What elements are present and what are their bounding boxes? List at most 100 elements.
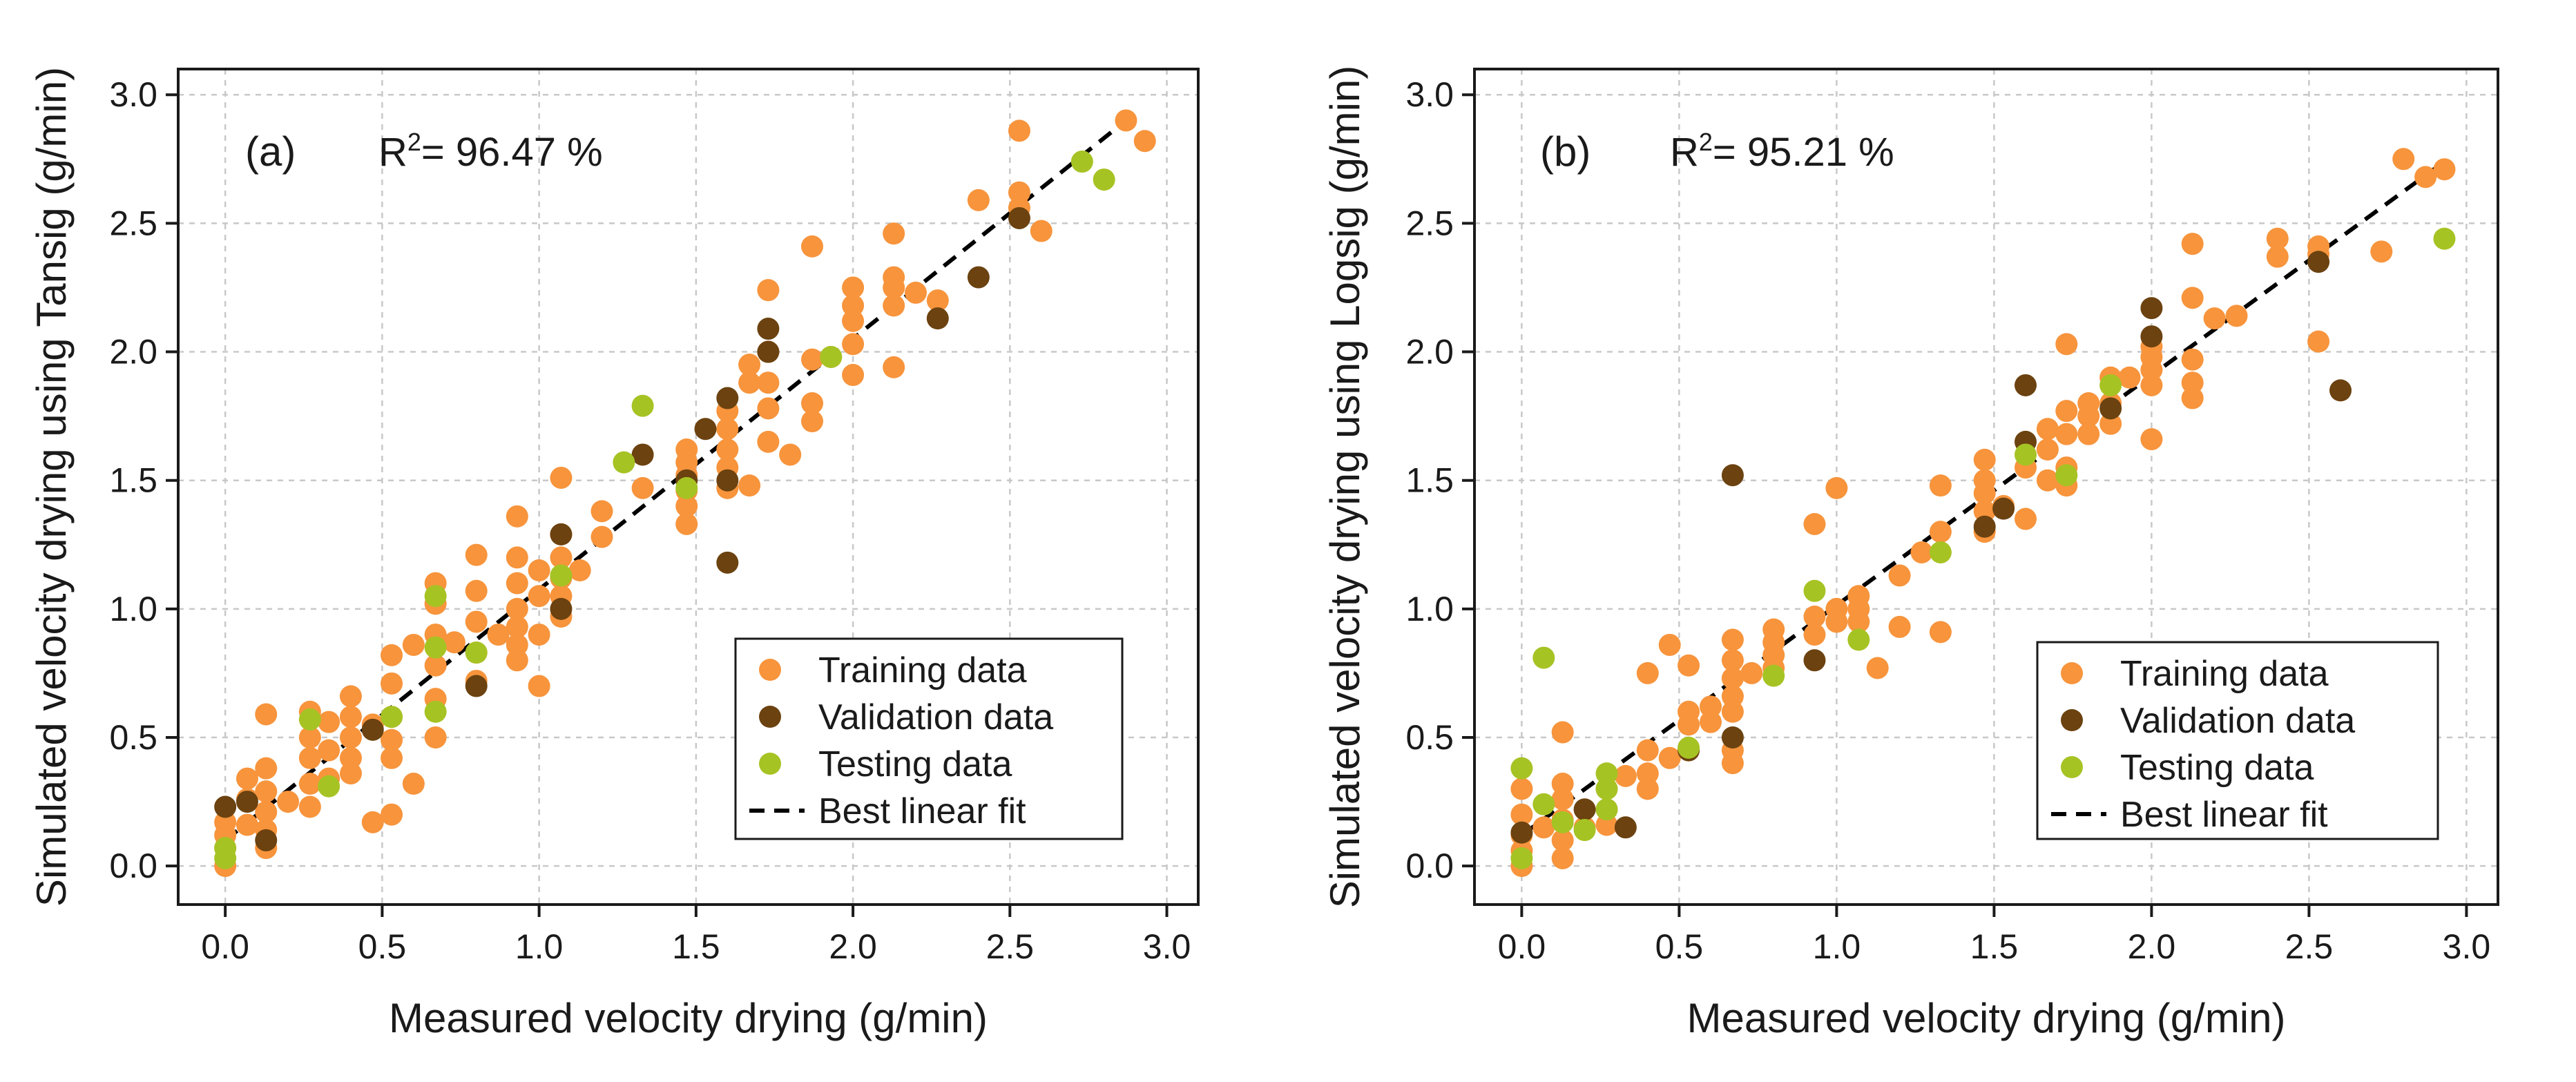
training-point <box>2140 428 2163 451</box>
x-tick-label: 0.0 <box>1498 927 1546 966</box>
y-tick-label: 1.0 <box>1405 590 1454 628</box>
x-axis-title-a: Measured velocity drying (g/min) <box>389 995 988 1041</box>
training-point <box>381 803 403 826</box>
testing-point <box>2099 374 2122 396</box>
training-point <box>1929 621 1952 644</box>
validation-point <box>2140 325 2163 348</box>
training-point <box>2266 245 2289 268</box>
y-tick-label: 0.5 <box>1405 718 1454 757</box>
training-point <box>506 597 528 620</box>
training-point <box>506 633 528 656</box>
training-point <box>1551 721 1574 744</box>
training-point <box>255 800 278 823</box>
testing-point <box>1510 847 1533 869</box>
x-tick-label: 2.0 <box>2128 927 2176 966</box>
x-tick-label: 1.5 <box>672 927 720 966</box>
validation-point <box>2140 297 2163 320</box>
training-point <box>214 811 237 833</box>
training-point <box>318 711 340 733</box>
testing-point <box>424 636 447 659</box>
testing-point <box>1678 736 1700 759</box>
training-point <box>1740 661 1763 684</box>
testing-point <box>2055 464 2078 487</box>
training-point <box>1700 711 1722 733</box>
validation-point <box>1973 515 1996 538</box>
chart-panel-a: 0.0 0.5 1.0 1.5 2.0 2.5 3.0 0.0 0.5 1.0 1.5 2.0 2.5… <box>28 67 1200 1041</box>
testing-point <box>820 345 843 368</box>
r2-superscript-b: 2 <box>1699 128 1713 156</box>
training-point <box>361 811 384 833</box>
legend-label-testing-b: Testing data <box>2120 748 2314 788</box>
training-point <box>1008 181 1030 204</box>
training-point <box>1551 829 1574 851</box>
x-tick-label: 1.0 <box>1813 927 1861 966</box>
training-point <box>1532 816 1555 839</box>
legend-box-a <box>734 637 1124 840</box>
training-point <box>339 726 362 748</box>
training-point <box>801 410 824 433</box>
training-point <box>1614 764 1637 787</box>
chart-panel-b: 0.0 0.5 1.0 1.5 2.0 2.5 3.0 0.0 0.5 1.0 1.5 2.0 2.5… <box>1322 66 2499 1041</box>
training-point <box>716 438 739 461</box>
x-tick-labels-a: 0.0 0.5 1.0 1.5 2.0 2.5 3.0 <box>201 927 1191 966</box>
training-point <box>1678 654 1700 677</box>
validation-point <box>1510 821 1533 844</box>
testing-point <box>1847 628 1870 651</box>
training-point <box>2181 371 2204 394</box>
legend-label-fit-a: Best linear fit <box>818 791 1026 831</box>
y-tick-label: 1.5 <box>109 461 157 500</box>
training-point <box>506 649 528 672</box>
r2-annotation-a: R2= 96.47 % <box>378 128 603 175</box>
training-point <box>1595 813 1618 836</box>
training-point <box>2036 469 2059 492</box>
y-tick-label: 3.0 <box>1405 75 1454 114</box>
training-point <box>2181 287 2204 309</box>
validation-point <box>631 443 654 466</box>
legend-marker-validation-b <box>2061 709 2083 731</box>
legend-b: Training data Validation data Testing da… <box>2036 641 2439 840</box>
training-point <box>590 525 613 548</box>
training-point <box>801 348 824 371</box>
training-point <box>506 615 528 638</box>
x-tick-label: 0.5 <box>1655 927 1704 966</box>
training-point <box>1973 469 1996 492</box>
y-tick-labels-b: 0.0 0.5 1.0 1.5 2.0 2.5 3.0 <box>1405 75 1454 885</box>
training-point <box>842 333 865 356</box>
testing-point <box>1762 664 1785 687</box>
ticks-b <box>1462 93 2468 917</box>
training-point <box>2370 240 2393 263</box>
training-point <box>2118 366 2141 389</box>
training-point <box>1030 220 1052 242</box>
training-point <box>339 685 362 708</box>
y-tick-labels-a: 0.0 0.5 1.0 1.5 2.0 2.5 3.0 <box>109 75 157 885</box>
training-point <box>675 494 698 517</box>
training-point <box>298 726 321 748</box>
training-point <box>2077 392 2100 414</box>
training-point <box>339 706 362 728</box>
legend-marker-validation-a <box>759 706 781 728</box>
legend-marker-training-a <box>759 659 781 681</box>
validation-point <box>1721 464 1744 487</box>
training-point <box>738 354 761 376</box>
training-point <box>1008 119 1030 142</box>
training-point <box>2203 307 2226 330</box>
training-point <box>842 364 865 387</box>
testing-point <box>550 564 573 587</box>
validation-point <box>2099 397 2122 420</box>
validation-point <box>214 795 237 818</box>
training-point <box>1803 512 1826 535</box>
training-point <box>443 631 465 654</box>
training-point <box>1803 606 1826 628</box>
r2-value-b: = 95.21 % <box>1713 130 1894 175</box>
plot-frame-a <box>177 68 1200 906</box>
training-point <box>381 672 403 695</box>
validation-point <box>716 387 739 409</box>
y-tick-label: 0.0 <box>109 847 157 885</box>
training-point <box>883 222 905 245</box>
testing-point <box>1595 777 1618 800</box>
training-point <box>779 443 802 466</box>
x-tick-label: 2.0 <box>829 927 877 966</box>
legend-label-validation-a: Validation data <box>818 697 1053 737</box>
training-point <box>2181 233 2204 255</box>
training-point <box>424 654 447 677</box>
